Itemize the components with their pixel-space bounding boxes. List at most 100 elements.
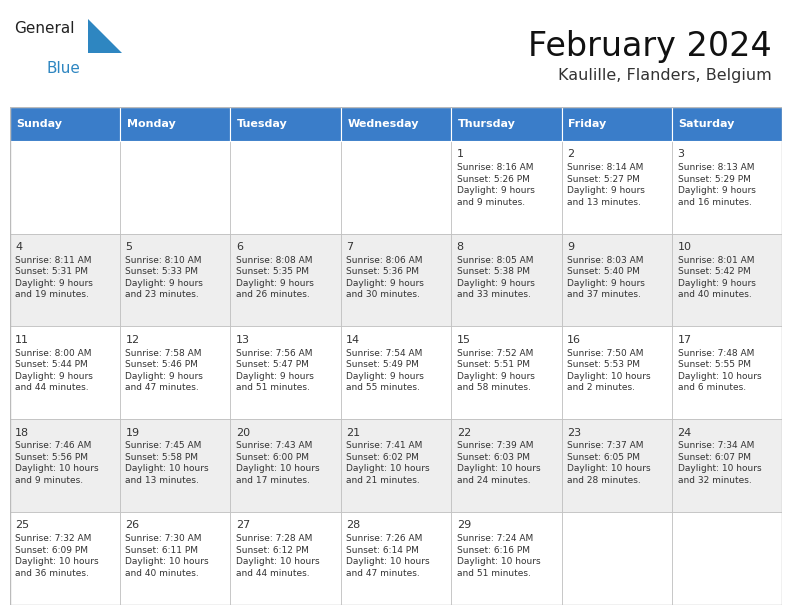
Bar (562, 234, 672, 326)
Text: 26: 26 (125, 520, 139, 530)
Text: 7: 7 (346, 242, 353, 252)
Text: Sunrise: 8:05 AM
Sunset: 5:38 PM
Daylight: 9 hours
and 33 minutes.: Sunrise: 8:05 AM Sunset: 5:38 PM Dayligh… (457, 256, 535, 299)
Bar (451, 326, 562, 419)
Bar (451, 141, 562, 234)
Text: 9: 9 (567, 242, 574, 252)
Bar (10, 234, 120, 326)
Bar (562, 419, 672, 512)
Bar (341, 141, 451, 234)
Bar (120, 141, 230, 234)
Text: Sunrise: 8:03 AM
Sunset: 5:40 PM
Daylight: 9 hours
and 37 minutes.: Sunrise: 8:03 AM Sunset: 5:40 PM Dayligh… (567, 256, 645, 299)
Text: 8: 8 (457, 242, 464, 252)
Text: Wednesday: Wednesday (348, 119, 419, 129)
Bar (230, 512, 341, 605)
Bar (341, 107, 451, 141)
Bar (562, 512, 672, 605)
Bar (341, 419, 451, 512)
Text: 2: 2 (567, 149, 574, 159)
Bar (10, 512, 120, 605)
Text: 23: 23 (567, 428, 581, 438)
Text: Sunday: Sunday (16, 119, 62, 129)
Bar (451, 107, 562, 141)
Bar (10, 419, 120, 512)
Bar (672, 234, 782, 326)
Text: 3: 3 (678, 149, 684, 159)
Text: Sunrise: 8:10 AM
Sunset: 5:33 PM
Daylight: 9 hours
and 23 minutes.: Sunrise: 8:10 AM Sunset: 5:33 PM Dayligh… (125, 256, 204, 299)
Bar (230, 326, 341, 419)
Bar (451, 234, 562, 326)
Text: 29: 29 (457, 520, 471, 530)
Text: 15: 15 (457, 335, 470, 345)
Bar (230, 141, 341, 234)
Bar (672, 512, 782, 605)
Bar (341, 326, 451, 419)
Text: Sunrise: 7:28 AM
Sunset: 6:12 PM
Daylight: 10 hours
and 44 minutes.: Sunrise: 7:28 AM Sunset: 6:12 PM Dayligh… (236, 534, 319, 578)
Text: Sunrise: 7:34 AM
Sunset: 6:07 PM
Daylight: 10 hours
and 32 minutes.: Sunrise: 7:34 AM Sunset: 6:07 PM Dayligh… (678, 441, 761, 485)
Text: Sunrise: 8:01 AM
Sunset: 5:42 PM
Daylight: 9 hours
and 40 minutes.: Sunrise: 8:01 AM Sunset: 5:42 PM Dayligh… (678, 256, 756, 299)
Bar (672, 419, 782, 512)
Text: 14: 14 (346, 335, 360, 345)
Text: Sunrise: 8:16 AM
Sunset: 5:26 PM
Daylight: 9 hours
and 9 minutes.: Sunrise: 8:16 AM Sunset: 5:26 PM Dayligh… (457, 163, 535, 206)
Bar (10, 326, 120, 419)
Bar (230, 419, 341, 512)
Bar (230, 234, 341, 326)
Bar (341, 512, 451, 605)
Bar (120, 512, 230, 605)
Text: Sunrise: 7:39 AM
Sunset: 6:03 PM
Daylight: 10 hours
and 24 minutes.: Sunrise: 7:39 AM Sunset: 6:03 PM Dayligh… (457, 441, 540, 485)
Text: Sunrise: 7:37 AM
Sunset: 6:05 PM
Daylight: 10 hours
and 28 minutes.: Sunrise: 7:37 AM Sunset: 6:05 PM Dayligh… (567, 441, 651, 485)
Text: Blue: Blue (46, 61, 80, 76)
Text: 16: 16 (567, 335, 581, 345)
Text: Sunrise: 8:06 AM
Sunset: 5:36 PM
Daylight: 9 hours
and 30 minutes.: Sunrise: 8:06 AM Sunset: 5:36 PM Dayligh… (346, 256, 425, 299)
Text: Thursday: Thursday (458, 119, 516, 129)
Text: Sunrise: 7:58 AM
Sunset: 5:46 PM
Daylight: 9 hours
and 47 minutes.: Sunrise: 7:58 AM Sunset: 5:46 PM Dayligh… (125, 349, 204, 392)
Bar (451, 512, 562, 605)
Bar (120, 234, 230, 326)
Text: 19: 19 (125, 428, 139, 438)
Text: Sunrise: 8:00 AM
Sunset: 5:44 PM
Daylight: 9 hours
and 44 minutes.: Sunrise: 8:00 AM Sunset: 5:44 PM Dayligh… (15, 349, 93, 392)
Text: Sunrise: 8:08 AM
Sunset: 5:35 PM
Daylight: 9 hours
and 26 minutes.: Sunrise: 8:08 AM Sunset: 5:35 PM Dayligh… (236, 256, 314, 299)
Bar (672, 107, 782, 141)
Text: 27: 27 (236, 520, 250, 530)
Bar (10, 141, 120, 234)
Bar (451, 419, 562, 512)
Text: Sunrise: 7:41 AM
Sunset: 6:02 PM
Daylight: 10 hours
and 21 minutes.: Sunrise: 7:41 AM Sunset: 6:02 PM Dayligh… (346, 441, 430, 485)
Text: 5: 5 (125, 242, 132, 252)
Text: 1: 1 (457, 149, 464, 159)
Polygon shape (88, 19, 123, 53)
Bar (10, 107, 120, 141)
Text: 10: 10 (678, 242, 691, 252)
Text: Sunrise: 7:56 AM
Sunset: 5:47 PM
Daylight: 9 hours
and 51 minutes.: Sunrise: 7:56 AM Sunset: 5:47 PM Dayligh… (236, 349, 314, 392)
Text: 20: 20 (236, 428, 250, 438)
Text: Sunrise: 7:45 AM
Sunset: 5:58 PM
Daylight: 10 hours
and 13 minutes.: Sunrise: 7:45 AM Sunset: 5:58 PM Dayligh… (125, 441, 209, 485)
Text: 11: 11 (15, 335, 29, 345)
Text: 4: 4 (15, 242, 22, 252)
Text: Sunrise: 8:13 AM
Sunset: 5:29 PM
Daylight: 9 hours
and 16 minutes.: Sunrise: 8:13 AM Sunset: 5:29 PM Dayligh… (678, 163, 756, 206)
Bar (672, 326, 782, 419)
Text: February 2024: February 2024 (528, 30, 772, 63)
Text: 25: 25 (15, 520, 29, 530)
Bar (120, 419, 230, 512)
Text: 28: 28 (346, 520, 360, 530)
Bar (562, 141, 672, 234)
Text: Sunrise: 7:30 AM
Sunset: 6:11 PM
Daylight: 10 hours
and 40 minutes.: Sunrise: 7:30 AM Sunset: 6:11 PM Dayligh… (125, 534, 209, 578)
Text: 6: 6 (236, 242, 243, 252)
Bar (672, 141, 782, 234)
Text: Sunrise: 7:54 AM
Sunset: 5:49 PM
Daylight: 9 hours
and 55 minutes.: Sunrise: 7:54 AM Sunset: 5:49 PM Dayligh… (346, 349, 425, 392)
Text: Sunrise: 7:46 AM
Sunset: 5:56 PM
Daylight: 10 hours
and 9 minutes.: Sunrise: 7:46 AM Sunset: 5:56 PM Dayligh… (15, 441, 99, 485)
Text: Sunrise: 7:50 AM
Sunset: 5:53 PM
Daylight: 10 hours
and 2 minutes.: Sunrise: 7:50 AM Sunset: 5:53 PM Dayligh… (567, 349, 651, 392)
Text: Friday: Friday (569, 119, 607, 129)
Bar (120, 107, 230, 141)
Bar (120, 326, 230, 419)
Text: 21: 21 (346, 428, 360, 438)
Bar (341, 234, 451, 326)
Text: Monday: Monday (127, 119, 175, 129)
Text: 12: 12 (125, 335, 139, 345)
Text: Kaulille, Flanders, Belgium: Kaulille, Flanders, Belgium (558, 68, 772, 83)
Text: Saturday: Saturday (679, 119, 735, 129)
Text: Sunrise: 7:52 AM
Sunset: 5:51 PM
Daylight: 9 hours
and 58 minutes.: Sunrise: 7:52 AM Sunset: 5:51 PM Dayligh… (457, 349, 535, 392)
Text: 22: 22 (457, 428, 471, 438)
Text: Sunrise: 7:48 AM
Sunset: 5:55 PM
Daylight: 10 hours
and 6 minutes.: Sunrise: 7:48 AM Sunset: 5:55 PM Dayligh… (678, 349, 761, 392)
Text: 17: 17 (678, 335, 691, 345)
Text: General: General (14, 21, 74, 36)
Text: 13: 13 (236, 335, 250, 345)
